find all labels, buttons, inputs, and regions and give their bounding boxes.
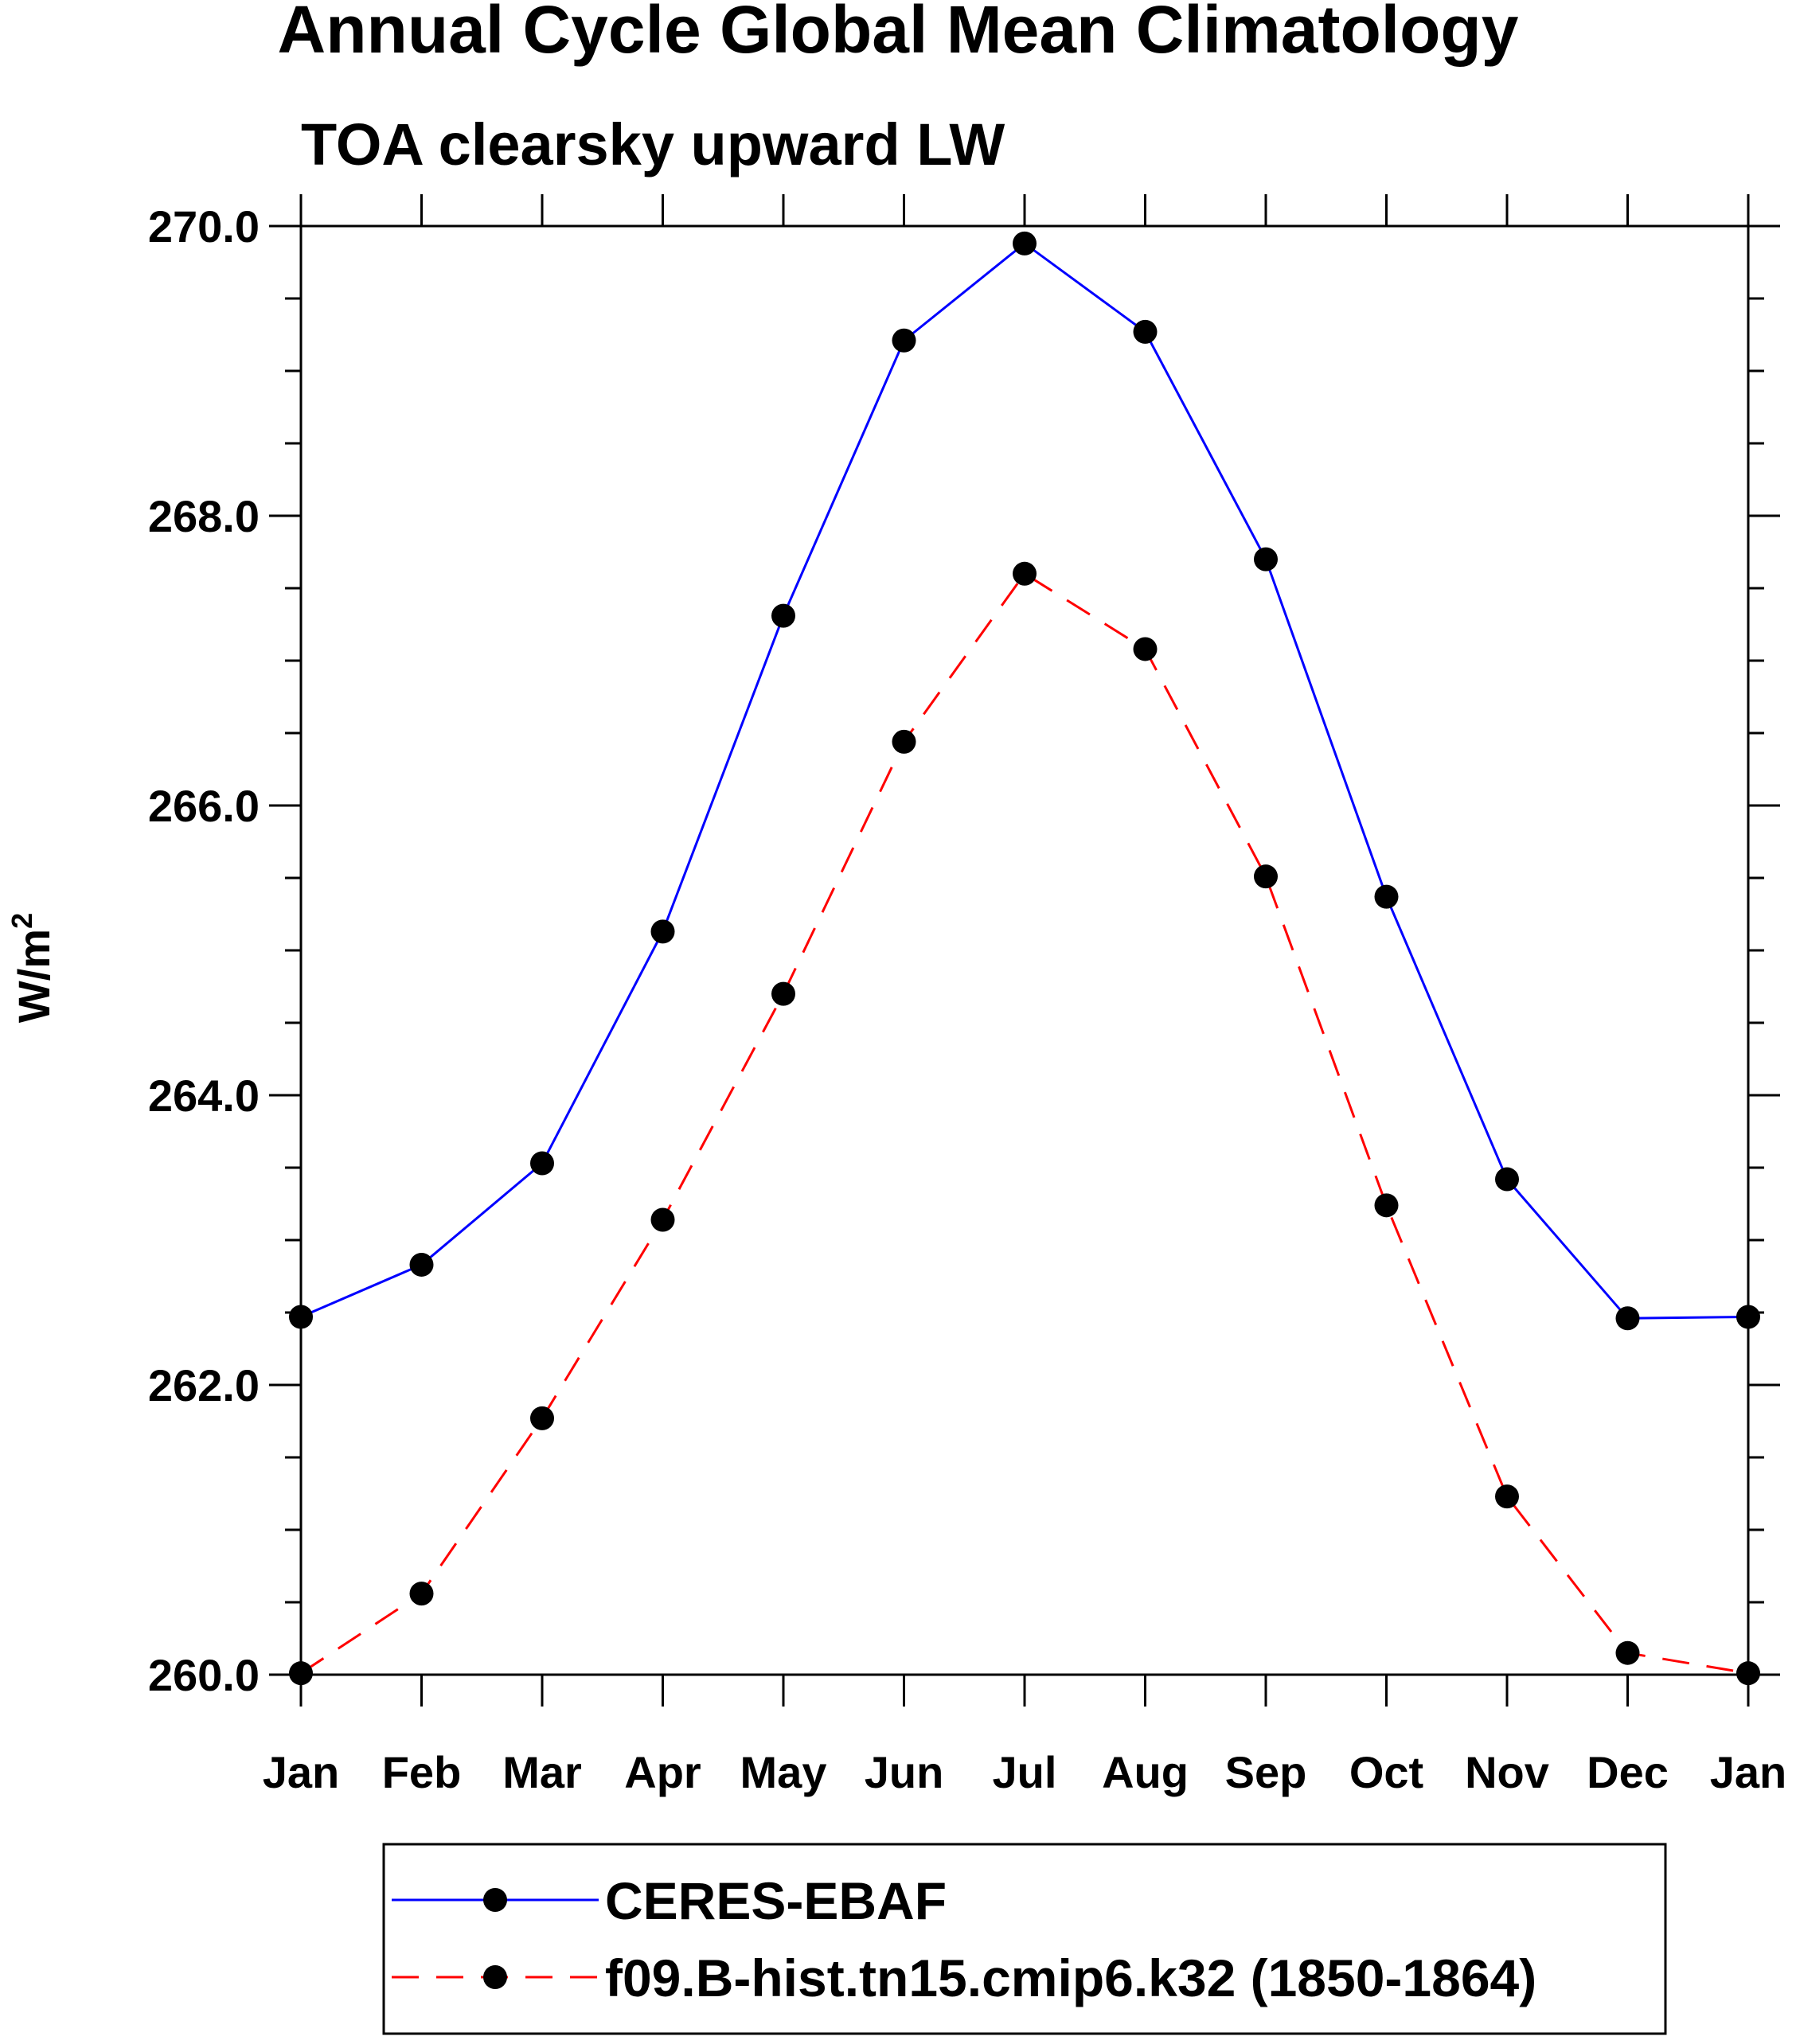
x-tick-label: Jul — [993, 1747, 1057, 1797]
data-point-ceres — [1013, 231, 1037, 256]
axis-ticks — [269, 194, 1780, 1707]
data-point-ceres — [650, 919, 675, 944]
y-tick-label: 266.0 — [148, 781, 260, 831]
data-point-model — [530, 1406, 554, 1430]
chart-title: Annual Cycle Global Mean Climatology — [278, 0, 1519, 67]
y-axis-label-text: W/m — [9, 929, 59, 1023]
y-axis-label: W/m2 — [6, 913, 59, 1023]
y-tick-label: 268.0 — [148, 491, 260, 541]
x-tick-label: Sep — [1225, 1747, 1307, 1797]
y-tick-label: 270.0 — [148, 201, 260, 252]
x-tick-label: Feb — [382, 1747, 462, 1797]
legend: CERES-EBAF f09.B-hist.tn15.cmip6.k32 (18… — [382, 1843, 1667, 2035]
x-tick-label: Aug — [1102, 1747, 1189, 1797]
data-point-model — [771, 981, 795, 1006]
legend-label-ceres: CERES-EBAF — [605, 1871, 947, 1930]
data-point-ceres — [1133, 319, 1158, 344]
x-tick-label: Jan — [1710, 1747, 1787, 1797]
data-point-model — [1013, 561, 1037, 586]
x-tick-label: Apr — [624, 1747, 701, 1797]
x-tick-label: Oct — [1349, 1747, 1423, 1797]
data-point-ceres — [1254, 547, 1278, 571]
data-point-ceres — [771, 603, 795, 628]
x-tick-label: Jun — [865, 1747, 944, 1797]
data-point-model — [409, 1582, 434, 1606]
data-point-ceres — [530, 1151, 554, 1176]
legend-box — [382, 1843, 1667, 2035]
series-lines — [300, 241, 1749, 1675]
data-point-ceres — [1495, 1167, 1519, 1192]
y-tick-label: 262.0 — [148, 1360, 260, 1410]
series-line-model — [300, 571, 1749, 1675]
plot-frame — [299, 224, 1750, 1676]
y-tick-label: 264.0 — [148, 1071, 260, 1121]
data-point-ceres — [409, 1252, 434, 1277]
chart-subtitle: TOA clearsky upward LW — [301, 111, 1005, 177]
x-tick-label: May — [740, 1747, 827, 1797]
y-tick-labels: 260.0 262.0 264.0 266.0 268.0 270.0 — [148, 201, 260, 1700]
data-point-ceres — [1374, 884, 1399, 909]
data-point-model — [1133, 637, 1158, 661]
x-tick-label: Dec — [1587, 1747, 1669, 1797]
x-tick-labels: Jan Feb Mar Apr May Jun Jul Aug Sep Oct Nov Dec Jan — [263, 1747, 1787, 1797]
data-point-model — [1495, 1484, 1519, 1509]
series-markers — [289, 231, 1760, 1686]
y-axis-label-superscript: 2 — [6, 913, 38, 929]
legend-label-model: f09.B-hist.tn15.cmip6.k32 (1850-1864) — [605, 1948, 1536, 2007]
legend-marker-ceres — [483, 1888, 507, 1912]
series-line-ceres — [300, 241, 1749, 1320]
data-point-ceres — [892, 328, 916, 353]
legend-marker-model — [483, 1965, 507, 1989]
data-point-model — [650, 1207, 675, 1232]
data-point-model — [1254, 864, 1278, 889]
y-tick-label: 260.0 — [148, 1650, 260, 1700]
x-tick-label: Nov — [1465, 1747, 1549, 1797]
data-point-model — [1615, 1640, 1640, 1665]
data-point-model — [1374, 1193, 1399, 1218]
x-tick-label: Mar — [502, 1747, 582, 1797]
x-tick-label: Jan — [263, 1747, 340, 1797]
data-point-ceres — [1615, 1306, 1640, 1331]
data-point-model — [892, 729, 916, 754]
